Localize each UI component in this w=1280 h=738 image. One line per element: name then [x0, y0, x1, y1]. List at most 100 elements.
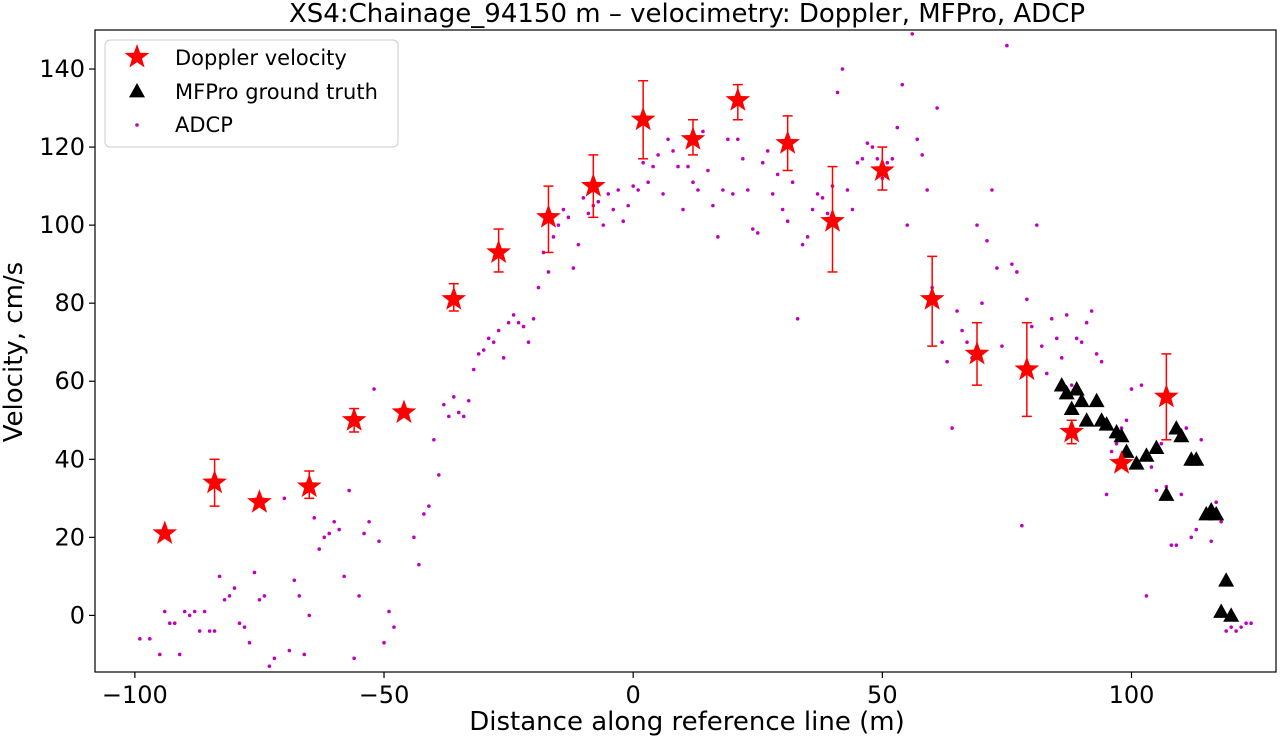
- adcp-point: [1104, 492, 1109, 497]
- adcp-point: [681, 207, 685, 212]
- adcp-point: [182, 609, 187, 614]
- adcp-point: [905, 223, 910, 227]
- adcp-point: [1229, 625, 1233, 629]
- adcp-point: [212, 629, 217, 633]
- adcp-point: [451, 395, 456, 399]
- legend-marker-mfpro: [129, 83, 145, 98]
- doppler-point: [775, 130, 800, 154]
- adcp-point: [736, 137, 740, 142]
- legend-markers: [124, 44, 150, 127]
- mfpro-point: [1068, 381, 1085, 396]
- mfpro-point: [1213, 603, 1230, 618]
- adcp-point: [711, 203, 715, 208]
- doppler-point: [1059, 419, 1085, 443]
- adcp-point: [850, 207, 855, 212]
- x-axis: −100 −50 0 50 100: [102, 672, 1154, 709]
- adcp-point: [486, 336, 491, 341]
- adcp-point: [1224, 629, 1228, 633]
- adcp-point: [207, 629, 212, 633]
- adcp-point: [760, 160, 765, 165]
- legend: Doppler velocity MFPro ground truth ADCP: [104, 39, 399, 148]
- adcp-point: [382, 640, 386, 645]
- adcp-point: [1084, 320, 1089, 325]
- adcp-point: [232, 586, 237, 590]
- y-tick-label: 100: [39, 211, 85, 239]
- mfpro-point: [1078, 412, 1095, 427]
- adcp-point: [262, 594, 267, 598]
- adcp-point: [870, 145, 875, 149]
- adcp-point: [1144, 594, 1149, 598]
- adcp-point: [392, 625, 396, 629]
- doppler-point: [870, 157, 895, 181]
- adcp-point: [1194, 527, 1199, 532]
- adcp-point: [1079, 340, 1084, 345]
- adcp-point: [641, 160, 645, 165]
- adcp-point: [511, 313, 516, 317]
- legend-marker-adcp: [135, 123, 139, 127]
- adcp-point: [501, 356, 506, 360]
- adcp-point: [357, 594, 361, 598]
- adcp-point: [506, 320, 511, 325]
- chart-title: XS4:Chainage_94150 m – velocimetry: Dopp…: [289, 0, 1085, 29]
- adcp-point: [875, 156, 880, 161]
- doppler-point: [536, 204, 561, 228]
- adcp-point: [820, 196, 825, 200]
- adcp-point: [427, 504, 431, 508]
- adcp-point: [750, 227, 755, 231]
- adcp-point: [177, 652, 182, 657]
- mfpro-point: [1218, 572, 1235, 587]
- adcp-point: [536, 285, 541, 290]
- adcp-point: [631, 184, 635, 188]
- adcp-point: [656, 153, 660, 157]
- adcp-point: [272, 656, 277, 661]
- adcp-point: [456, 410, 461, 415]
- mfpro-point: [1188, 451, 1205, 466]
- adcp-point: [596, 199, 601, 204]
- adcp-point: [551, 235, 556, 239]
- adcp-point: [1010, 262, 1014, 266]
- adcp-point: [1000, 344, 1004, 348]
- adcp-point: [571, 266, 576, 270]
- y-tick-label: 140: [39, 55, 85, 83]
- adcp-point: [686, 164, 690, 169]
- doppler-point: [1109, 450, 1134, 474]
- adcp-point: [387, 609, 391, 614]
- adcp-point: [461, 414, 466, 419]
- adcp-point: [995, 266, 999, 270]
- adcp-point: [910, 32, 915, 36]
- mfpro-point: [1208, 505, 1225, 521]
- x-tick-label: 100: [1109, 681, 1155, 709]
- mfpro-point: [1128, 455, 1145, 470]
- adcp-point: [945, 359, 949, 364]
- adcp-point: [1154, 488, 1159, 493]
- adcp-point: [825, 211, 830, 216]
- adcp-point: [566, 215, 571, 220]
- adcp-point: [267, 664, 272, 668]
- adcp-point: [960, 328, 964, 333]
- adcp-point: [1244, 621, 1248, 626]
- doppler-point: [964, 340, 990, 365]
- adcp-point: [148, 637, 152, 641]
- adcp-point: [835, 90, 840, 95]
- adcp-point: [1099, 359, 1104, 364]
- adcp-point: [1054, 336, 1059, 341]
- adcp-point: [1219, 519, 1223, 524]
- adcp-point: [1189, 535, 1194, 540]
- doppler-point: [919, 286, 945, 310]
- doppler-point: [580, 173, 606, 197]
- adcp-point: [362, 531, 366, 536]
- adcp-point: [755, 231, 760, 235]
- adcp-point: [940, 340, 944, 345]
- adcp-point: [785, 219, 790, 224]
- adcp-point: [581, 196, 586, 200]
- mfpro-point: [1058, 384, 1075, 400]
- adcp-point: [412, 535, 416, 540]
- doppler-point: [441, 286, 467, 310]
- adcp-point: [721, 188, 725, 192]
- adcp-point: [651, 164, 655, 169]
- adcp-point: [1030, 324, 1034, 329]
- adcp-point: [197, 629, 202, 633]
- y-tick-label: 40: [54, 445, 85, 473]
- adcp-point: [1039, 344, 1044, 348]
- adcp-point: [745, 188, 750, 192]
